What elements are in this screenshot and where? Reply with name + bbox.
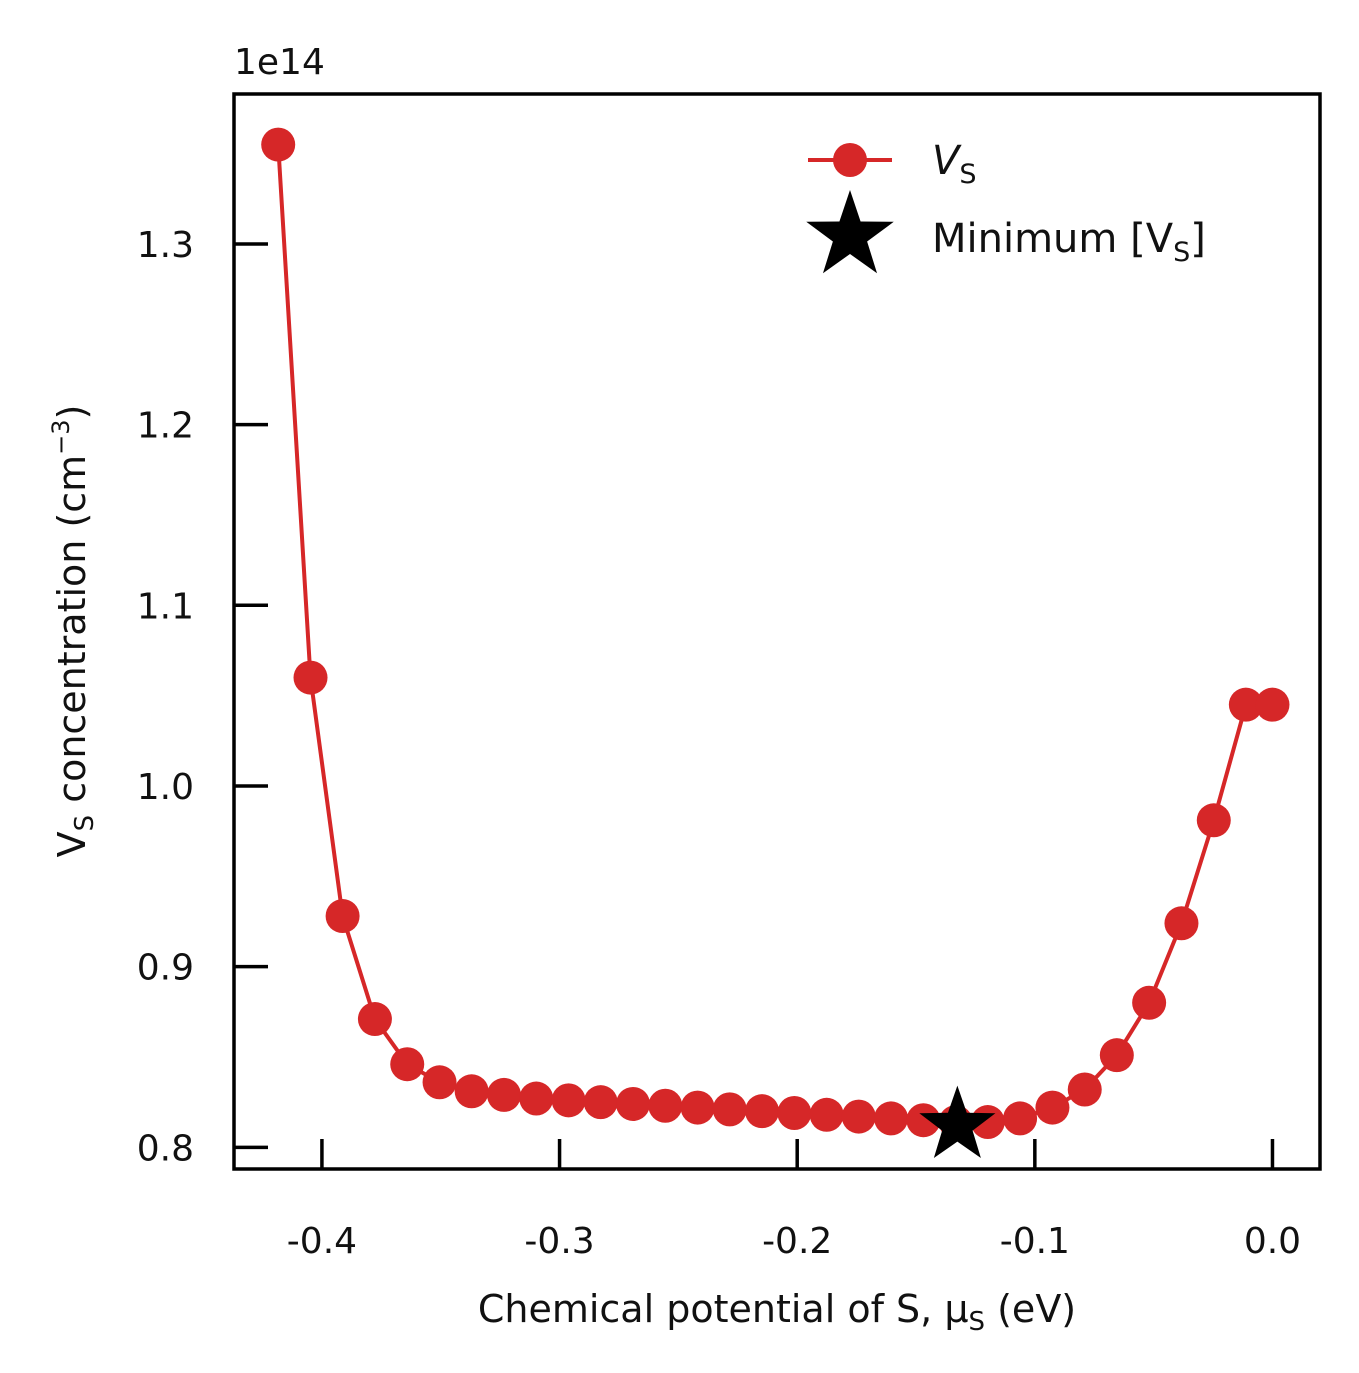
data-point (261, 127, 296, 162)
legend-label-minimum: Minimum [VS] (932, 216, 1206, 268)
data-point (712, 1092, 747, 1127)
data-point (745, 1094, 780, 1129)
data-point (357, 1002, 392, 1037)
legend-label-minimum-main: Minimum [V (932, 216, 1174, 262)
data-point (841, 1099, 876, 1134)
data-point (325, 899, 360, 934)
data-point (1035, 1090, 1070, 1125)
x-axis-label-sub: S (969, 1307, 986, 1337)
y-tick-label: 1.1 (137, 586, 194, 627)
y-tick-label: 0.8 (137, 1128, 194, 1169)
x-tick-label: -0.3 (524, 1221, 594, 1262)
legend-label-minimum-tail: ] (1190, 216, 1206, 262)
data-point (680, 1090, 715, 1125)
data-point (583, 1085, 618, 1120)
data-point (874, 1101, 909, 1136)
y-tick-label: 1.3 (137, 225, 194, 266)
y-axis-label-tail: ) (50, 405, 94, 420)
y-axis-label-mid: concentration (cm (50, 455, 94, 815)
data-point (1003, 1101, 1038, 1136)
y-tick-label: 1.2 (137, 406, 194, 447)
data-point (551, 1083, 586, 1118)
x-axis-ticks: -0.4 -0.3 -0.2 -0.1 0.0 (287, 1139, 1301, 1262)
data-point (648, 1088, 683, 1123)
legend-label-vs-main: V (932, 138, 962, 184)
legend-label-minimum-sub: S (1173, 237, 1190, 268)
data-point (1067, 1072, 1102, 1107)
x-axis-label: Chemical potential of S, μS (eV) (478, 1287, 1076, 1337)
data-point (809, 1097, 844, 1132)
x-tick-label: -0.4 (287, 1221, 357, 1262)
x-tick-label: -0.2 (762, 1221, 832, 1262)
y-axis-label-sup: −3 (47, 419, 75, 454)
minimum-star-marker (919, 1085, 996, 1158)
legend-label-vs: VS (932, 138, 977, 190)
plot-frame (232, 92, 1322, 1171)
data-point (1255, 687, 1290, 722)
data-point (390, 1047, 425, 1082)
legend-marker-minimum (806, 190, 894, 274)
y-axis-label: VS concentration (cm−3) (47, 405, 100, 858)
y-tick-label: 0.9 (137, 948, 194, 989)
data-point (1228, 687, 1263, 722)
x-tick-label: -0.1 (1000, 1221, 1070, 1262)
data-point (1164, 906, 1199, 941)
data-point (1132, 985, 1167, 1020)
x-axis-label-tail: (eV) (985, 1287, 1076, 1331)
data-point (486, 1077, 521, 1112)
data-point (906, 1103, 941, 1138)
legend-label-vs-sub: S (959, 159, 976, 190)
x-axis-label-main: Chemical potential of S, μ (478, 1287, 969, 1331)
data-point (519, 1081, 554, 1116)
data-point (1099, 1038, 1134, 1073)
data-point (777, 1095, 812, 1130)
data-point (454, 1074, 489, 1109)
y-tick-label: 1.0 (137, 767, 194, 808)
legend: VS Minimum [VS] (806, 138, 1206, 274)
legend-marker-vs (833, 143, 867, 177)
series-layer (261, 127, 1290, 1158)
offset-text: 1e14 (234, 42, 325, 83)
data-point (422, 1065, 457, 1100)
data-point (615, 1086, 650, 1121)
x-tick-label: 0.0 (1244, 1221, 1301, 1262)
series-line-vs (276, 144, 1273, 1124)
data-point (293, 660, 328, 695)
y-axis-label-sub: S (70, 815, 100, 832)
y-axis-label-main: V (50, 831, 94, 857)
data-point (1196, 803, 1231, 838)
y-axis-ticks: 0.8 0.9 1.0 1.1 1.2 1.3 (137, 225, 268, 1169)
